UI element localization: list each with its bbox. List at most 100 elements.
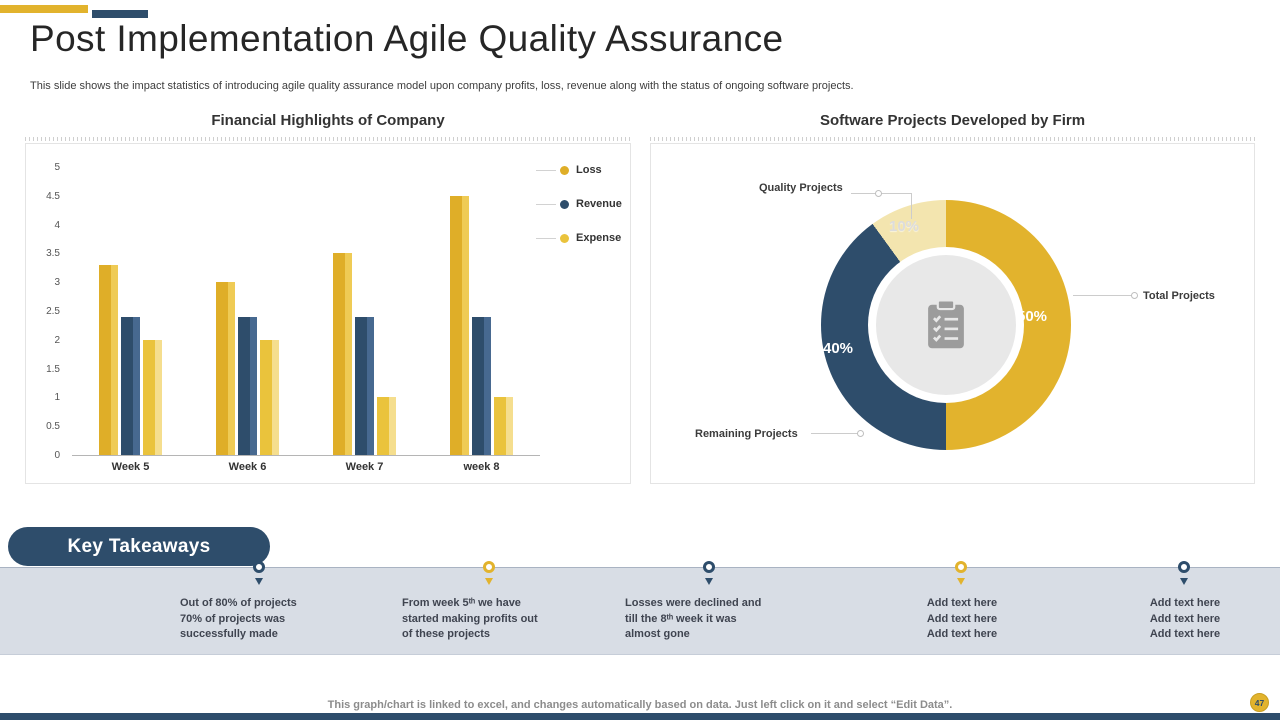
timeline-marker [954,561,968,585]
down-arrow-icon [485,578,493,585]
bar-loss [99,264,118,455]
bar-group [72,168,189,455]
donut-chart [821,200,1071,450]
bar-group [423,168,540,455]
x-axis-label: Week 5 [111,461,150,473]
slide-subtitle: This slide shows the impact statistics o… [30,80,854,92]
takeaway-item: Add text here Add text here Add text here [1125,561,1245,656]
takeaway-text: Add text here Add text here Add text here [926,597,998,640]
timeline-node [1178,561,1190,573]
bar-revenue [355,316,374,455]
label-total-projects: Total Projects [1143,290,1215,302]
bar-chart-title: Financial Highlights of Company [211,112,445,129]
leader-line [1073,295,1135,296]
donut-chart-title: Software Projects Developed by Firm [819,112,1086,129]
takeaway-text: From week 5ᵗʰ we have started making prof… [402,597,538,640]
takeaway-text: Out of 80% of projects 70% of projects wa… [180,597,297,640]
dotted-divider [650,137,1255,141]
legend-label: Revenue [576,198,622,210]
timeline-node [955,561,967,573]
donut-chart-panel[interactable]: 50% 40% 10% Quality Projects Total Proje… [650,143,1255,484]
y-tick-label: 1.5 [46,363,60,375]
down-arrow-icon [957,578,965,585]
y-tick-label: 0.5 [46,421,60,433]
legend-item-loss: Loss [536,164,622,176]
down-arrow-icon [255,578,263,585]
legend-label: Expense [576,232,622,244]
y-tick-label: 4.5 [46,190,60,202]
bar-loss [333,253,352,455]
x-axis-label: Week 7 [345,461,384,473]
bar-group [189,168,306,455]
timeline-node [703,561,715,573]
legend-item-revenue: Revenue [536,198,622,210]
timeline-marker [702,561,716,585]
legend-dot [560,199,569,209]
clipboard-checklist-icon [928,299,964,349]
legend-label: Loss [576,164,602,176]
legend-dot [560,165,569,175]
bar-group [306,168,423,455]
bar-expense [260,339,279,455]
top-accent-bar-navy [92,10,148,18]
y-tick-label: 0 [54,450,60,461]
bar-plot-area [72,168,540,456]
leader-dot [875,190,882,197]
y-tick-label: 5 [54,162,60,173]
page-number-badge: 47 [1250,693,1269,712]
legend-item-expense: Expense [536,232,622,244]
bar-loss [216,282,235,455]
timeline-marker [1177,561,1191,585]
bottom-accent-bar [0,713,1280,720]
label-quality-projects: Quality Projects [759,182,843,194]
timeline-marker [482,561,496,585]
dotted-divider [25,137,631,141]
bar-expense [377,397,396,455]
y-tick-label: 2 [54,334,60,346]
takeaway-text: Add text here Add text here Add text here [1149,597,1221,640]
bar-loss [450,195,469,455]
down-arrow-icon [1180,578,1188,585]
bar-legend: Loss Revenue Expense [536,164,622,266]
y-tick-label: 4 [54,219,60,231]
bar-revenue [121,316,140,455]
leader-dot [1131,292,1138,299]
takeaway-item: From week 5ᵗʰ we have started making prof… [402,561,584,656]
legend-leader-line [536,169,556,171]
legend-leader-line [536,203,556,205]
key-takeaways-heading: Key Takeaways [8,527,270,566]
leader-line [811,433,861,434]
page-title: Post Implementation Agile Quality Assura… [30,18,784,59]
bar-expense [494,397,513,455]
top-accent-bar-gold [0,5,88,13]
bar-chart-panel[interactable]: 0 0.5 1 1.5 2 2.5 3 3.5 4 4.5 5 Week 5 Week 6 Week 7… [25,143,631,484]
bar-revenue [472,316,491,455]
bar-y-axis: 0 0.5 1 1.5 2 2.5 3 3.5 4 4.5 5 [26,162,66,461]
bar-revenue [238,316,257,455]
timeline-node [483,561,495,573]
y-tick-label: 3 [54,277,60,289]
y-tick-label: 2.5 [46,306,60,317]
takeaway-item: Add text here Add text here Add text here [902,561,1022,656]
timeline-marker [252,561,266,585]
leader-dot [857,430,864,437]
slice-pct-total: 50% [1017,308,1048,325]
bar-expense [143,339,162,455]
takeaway-item: Losses were declined and till the 8ᵗʰ wee… [625,561,807,656]
y-tick-label: 1 [54,392,60,404]
slice-pct-remaining: 40% [823,340,854,357]
y-tick-label: 3.5 [46,248,60,260]
label-remaining-projects: Remaining Projects [695,428,798,440]
donut-center-badge [876,255,1016,395]
leader-line [911,193,912,219]
takeaway-band: Out of 80% of projects 70% of projects wa… [0,561,1280,656]
bar-x-axis: Week 5 Week 6 Week 7 week 8 [72,461,540,473]
donut-hole [868,247,1024,403]
x-axis-label: week 8 [463,461,500,473]
down-arrow-icon [705,578,713,585]
legend-leader-line [536,237,556,239]
takeaway-text: Losses were declined and till the 8ᵗʰ wee… [625,597,762,640]
timeline-node [253,561,265,573]
legend-dot [560,233,569,243]
x-axis-label: Week 6 [228,461,267,473]
